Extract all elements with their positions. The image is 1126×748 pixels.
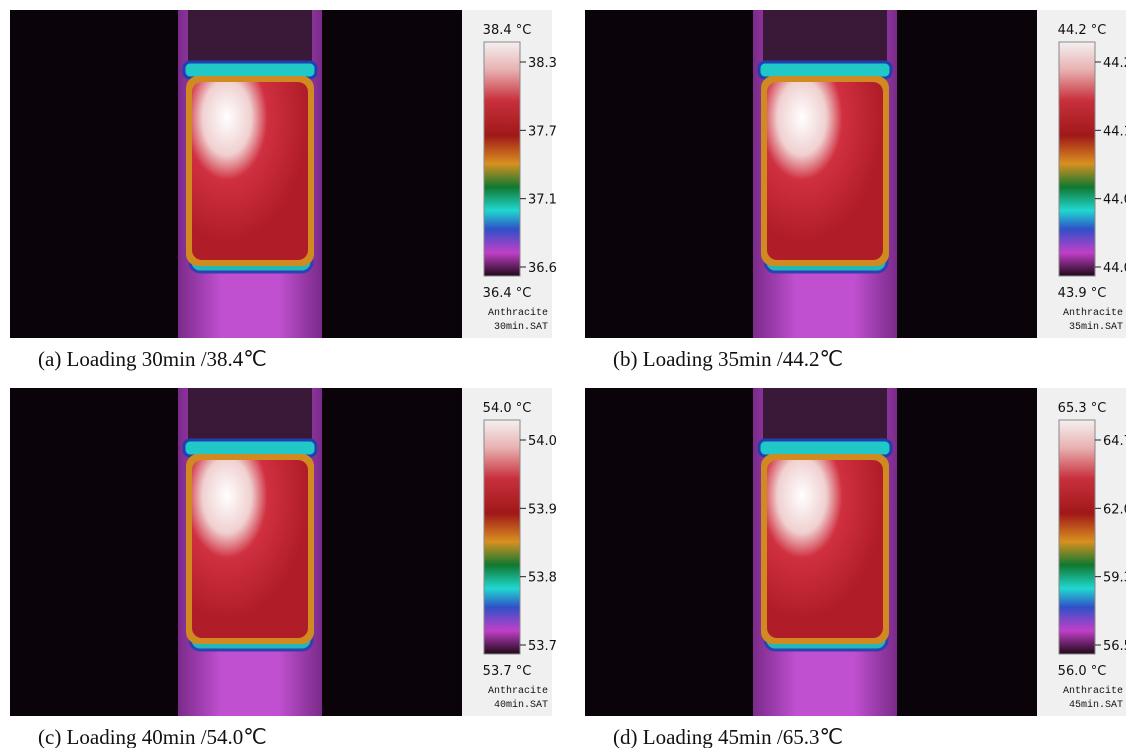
- caption: (b) Loading 35min /44.2℃: [613, 347, 843, 371]
- colorbar-min: 56.0 °C: [1058, 664, 1107, 679]
- figure: 38.4 °C 38.3 37.7 37.1 36.6 36.4 °C Anthracite…: [0, 0, 1126, 748]
- panel: 38.4 °C 38.3 37.7 37.1 36.6 36.4 °C Anthracite…: [10, 10, 557, 371]
- colorbar-tick-label: 37.7: [528, 124, 557, 139]
- sample-label: 40min.SAT: [494, 699, 548, 711]
- colorbar-max: 38.4 °C: [483, 23, 532, 38]
- sample-body: [767, 82, 883, 260]
- colorbar: [484, 42, 520, 276]
- colorbar-tick-label: 53.8: [528, 571, 557, 586]
- sample-body: [767, 460, 883, 638]
- colorbar-tick-label: 44.1: [1103, 124, 1126, 139]
- colorbar-tick-label: 62.0: [1103, 502, 1126, 517]
- colorbar-max: 54.0 °C: [483, 401, 532, 416]
- colorbar-tick-label: 53.7: [528, 639, 557, 654]
- rim-top: [184, 440, 316, 456]
- cylinder-top: [763, 10, 887, 68]
- panel: 54.0 °C 54.0 53.9 53.8 53.7 53.7 °C Anthracite…: [10, 388, 557, 748]
- panel: 65.3 °C 64.7 62.0 59.3 56.5 56.0 °C Anthracite…: [585, 388, 1126, 748]
- colorbar-tick-label: 44.2: [1103, 56, 1126, 71]
- page: {"panels": [ {"max_label": "38.4 °C", "m…: [0, 0, 1126, 748]
- colorbar-min: 43.9 °C: [1058, 286, 1107, 301]
- colorbar-tick-label: 44.0: [1103, 193, 1126, 208]
- rim-top: [184, 62, 316, 78]
- rim-top: [759, 62, 891, 78]
- colorbar-min: 36.4 °C: [483, 286, 532, 301]
- cylinder-top: [763, 388, 887, 446]
- colorbar-min: 53.7 °C: [483, 664, 532, 679]
- colorbar-tick-label: 44.0: [1103, 261, 1126, 276]
- colorbar-tick-label: 38.3: [528, 56, 557, 71]
- sample-body: [192, 460, 308, 638]
- colorbar: [484, 420, 520, 654]
- colorbar: [1059, 420, 1095, 654]
- material-label: Anthracite: [1063, 307, 1123, 319]
- colorbar: [1059, 42, 1095, 276]
- caption: (d) Loading 45min /65.3℃: [613, 725, 843, 748]
- colorbar-tick-label: 53.9: [528, 502, 557, 517]
- cylinder-top: [188, 388, 312, 446]
- material-label: Anthracite: [488, 685, 548, 697]
- colorbar-max: 44.2 °C: [1058, 23, 1107, 38]
- rim-top: [759, 440, 891, 456]
- colorbar-tick-label: 59.3: [1103, 571, 1126, 586]
- material-label: Anthracite: [1063, 685, 1123, 697]
- material-label: Anthracite: [488, 307, 548, 319]
- colorbar-tick-label: 36.6: [528, 261, 557, 276]
- sample-body: [192, 82, 308, 260]
- colorbar-tick-label: 37.1: [528, 193, 557, 208]
- sample-label: 35min.SAT: [1069, 321, 1123, 333]
- caption: (c) Loading 40min /54.0℃: [38, 725, 267, 748]
- colorbar-tick-label: 64.7: [1103, 434, 1126, 449]
- colorbar-tick-label: 56.5: [1103, 639, 1126, 654]
- panel: 44.2 °C 44.2 44.1 44.0 44.0 43.9 °C Anthracite…: [585, 10, 1126, 371]
- sample-label: 30min.SAT: [494, 321, 548, 333]
- sample-label: 45min.SAT: [1069, 699, 1123, 711]
- colorbar-max: 65.3 °C: [1058, 401, 1107, 416]
- cylinder-top: [188, 10, 312, 68]
- colorbar-tick-label: 54.0: [528, 434, 557, 449]
- caption: (a) Loading 30min /38.4℃: [38, 347, 267, 371]
